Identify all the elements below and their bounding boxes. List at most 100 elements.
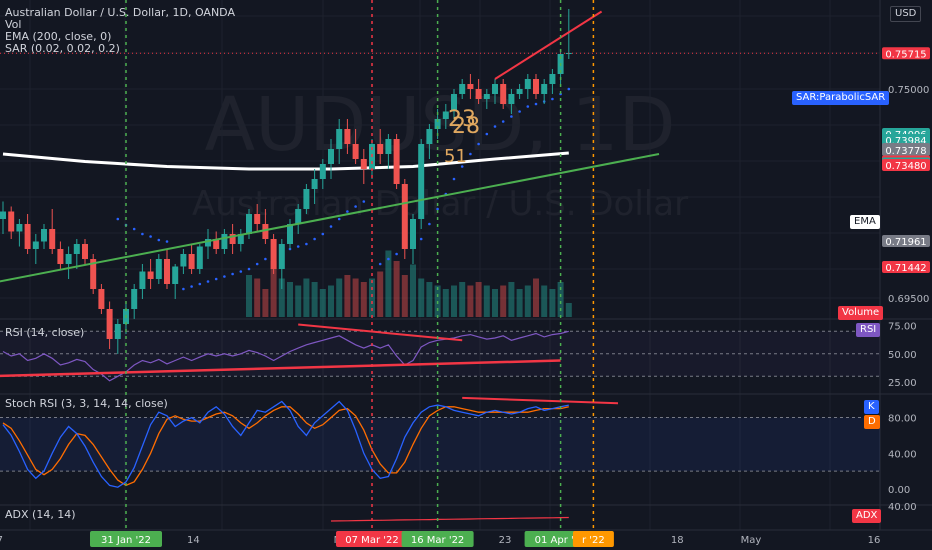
- candle-body: [155, 259, 162, 279]
- rsi-badge[interactable]: RSI: [856, 323, 881, 337]
- candle-body: [295, 209, 302, 224]
- price-label: 0.75715: [885, 49, 926, 60]
- candle-body: [459, 84, 466, 94]
- candle-body: [549, 74, 556, 84]
- candle-body: [139, 271, 146, 289]
- sar-dot: [518, 110, 521, 113]
- stoch-tick-label: 40.00: [888, 449, 917, 460]
- volume-bar: [426, 282, 433, 317]
- rsi-tick-label: 50.00: [888, 350, 917, 361]
- stoch-k-badge[interactable]: K: [864, 400, 879, 414]
- resistance-trend-line: [494, 10, 603, 80]
- candle-body: [131, 289, 138, 309]
- symbol-title[interactable]: Australian Dollar / U.S. Dollar, 1D, OAN…: [5, 6, 235, 19]
- candle-body: [98, 289, 105, 309]
- sar-dot: [247, 267, 251, 271]
- candle-body: [8, 211, 15, 232]
- candle-body: [508, 94, 515, 104]
- sar-label-badge[interactable]: SAR:ParabolicSAR: [792, 91, 890, 105]
- adx-title[interactable]: ADX (14, 14): [5, 508, 76, 521]
- stoch-title[interactable]: Stoch RSI (3, 3, 14, 14, close): [5, 397, 168, 410]
- candle-body: [0, 211, 6, 219]
- sar-dot: [182, 287, 185, 291]
- candle-body: [344, 129, 351, 144]
- sar-dot: [469, 152, 472, 156]
- rsi-trend-line: [0, 359, 561, 378]
- price-tick-label: 0.75000: [888, 85, 929, 96]
- rsi-title[interactable]: RSI (14, close): [5, 326, 85, 339]
- candle-body: [16, 224, 23, 232]
- adx-badge[interactable]: ADX: [852, 509, 882, 523]
- sar-dot: [296, 245, 300, 248]
- ema-label-badge[interactable]: EMA: [850, 215, 880, 229]
- candle-body: [90, 259, 97, 289]
- sar-dot: [198, 282, 202, 286]
- volume-bar: [336, 278, 343, 317]
- volume-bar: [287, 282, 293, 317]
- trend-lines[interactable]: [0, 10, 660, 285]
- stoch-d-badge[interactable]: D: [864, 415, 880, 429]
- sar-dot: [223, 275, 226, 278]
- candle-body: [106, 309, 113, 339]
- volume-bar: [541, 285, 548, 317]
- indicator-sar[interactable]: SAR (0.02, 0.02, 0.2): [5, 42, 120, 55]
- time-highlight-bg: [401, 531, 474, 547]
- sar-dot: [526, 105, 530, 108]
- sar-dot: [551, 97, 554, 101]
- sar-dot: [116, 217, 120, 221]
- candle-body: [500, 84, 507, 104]
- volume-bar: [565, 303, 572, 317]
- indicator-ema[interactable]: EMA (200, close, 0): [5, 30, 112, 43]
- sar-dot: [321, 232, 325, 236]
- stoch-divergence-line: [462, 396, 619, 405]
- volume-bar: [508, 282, 515, 317]
- adx-line: [330, 516, 569, 522]
- candle-body: [180, 254, 187, 267]
- sar-dot: [477, 142, 480, 146]
- stoch-tick-label: 80.00: [888, 414, 917, 425]
- candle-body: [41, 229, 47, 242]
- candle-body: [352, 144, 359, 159]
- sar-dot: [354, 205, 357, 208]
- candle-body: [246, 214, 252, 234]
- sar-dot: [395, 252, 398, 256]
- candle-body: [188, 254, 195, 269]
- stoch-tick-label: 0.00: [888, 485, 910, 496]
- time-tick-label: May: [741, 535, 762, 546]
- ema-line: [2, 151, 569, 171]
- candle-body: [328, 149, 334, 164]
- sar-dot: [428, 222, 431, 226]
- candle-body: [196, 246, 203, 269]
- time-tick-label: 23: [499, 535, 512, 546]
- candle-body: [73, 244, 80, 254]
- volume-bar: [352, 278, 359, 317]
- indicator-volume[interactable]: Vol: [5, 18, 22, 31]
- sar-dot: [419, 237, 423, 241]
- candle-body: [451, 94, 457, 112]
- time-highlight-label: r '22: [582, 535, 605, 546]
- price-axis[interactable]: 0.760000.750000.702000.695000.757150.740…: [882, 47, 930, 513]
- time-highlight-bg: [572, 531, 614, 547]
- candle-body: [336, 129, 343, 149]
- volume-bars: [246, 250, 572, 317]
- sar-dot: [231, 272, 234, 276]
- rsi-tick-label: 25.00: [888, 378, 917, 389]
- volume-label-badge[interactable]: Volume: [838, 306, 884, 320]
- currency-badge[interactable]: USD: [890, 6, 922, 22]
- sar-dot: [493, 125, 497, 128]
- volume-bar: [360, 282, 367, 317]
- sar-dot: [337, 217, 341, 221]
- time-highlight-label: 31 Jan '22: [101, 535, 151, 546]
- volume-bar: [262, 289, 269, 317]
- symbol-watermark: AUDUSD, 1D Australian Dollar / U.S. Doll…: [192, 82, 688, 224]
- price-label: 0.73984: [885, 136, 926, 147]
- volume-bar: [254, 278, 261, 317]
- sar-dot: [329, 225, 333, 228]
- volume-bar: [418, 278, 425, 317]
- volume-bar: [442, 289, 449, 317]
- candle-body: [164, 259, 170, 284]
- volume-bar: [295, 285, 302, 317]
- price-label: 0.73778: [885, 146, 926, 157]
